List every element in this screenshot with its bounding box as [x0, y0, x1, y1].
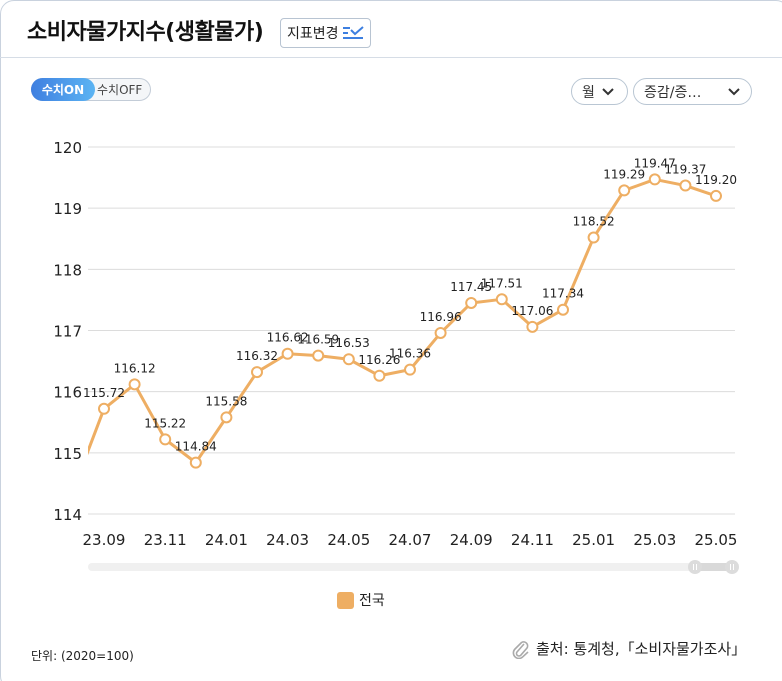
card-header: 소비자물가지수(생활물가) 지표변경: [0, 0, 782, 58]
data-label: 117.34: [542, 287, 584, 301]
chevron-down-icon: [602, 88, 614, 96]
y-tick-label: 120: [53, 139, 82, 157]
y-tick-label: 114: [53, 506, 82, 524]
data-point[interactable]: [342, 353, 355, 366]
data-point[interactable]: [465, 296, 478, 309]
data-point[interactable]: [557, 303, 569, 316]
data-point[interactable]: [648, 173, 661, 186]
data-label: 118.52: [573, 215, 615, 229]
range-slider-track[interactable]: [88, 563, 738, 571]
data-label: 116.32: [236, 349, 278, 363]
y-tick-label: 116: [53, 384, 82, 402]
data-label: 116.26: [358, 353, 400, 367]
data-label: 116.62: [267, 331, 309, 345]
source-note: 출처: 통계청,「소비자물가조사」: [512, 638, 746, 659]
x-tick-label: 24.07: [389, 531, 432, 549]
data-label: 114.84: [175, 440, 217, 454]
x-tick-label: 24.03: [266, 531, 309, 549]
x-tick-label: 23.09: [83, 531, 126, 549]
source-text: 출처: 통계청,「소비자물가조사」: [536, 640, 747, 658]
x-tick-label: 24.09: [450, 531, 493, 549]
data-point[interactable]: [159, 433, 172, 446]
legend-swatch: [337, 591, 354, 609]
data-point[interactable]: [189, 456, 202, 469]
data-point[interactable]: [526, 320, 539, 333]
checklist-icon: [342, 26, 364, 39]
data-label: 116.36: [389, 347, 431, 361]
data-label: 116.59: [297, 333, 339, 347]
data-point[interactable]: [434, 326, 447, 339]
data-label: 119.20: [695, 173, 737, 187]
data-label: 117.51: [481, 276, 523, 290]
range-slider-end-handle[interactable]: [725, 560, 739, 574]
x-tick-label: 25.05: [695, 531, 738, 549]
x-tick-label: 23.11: [144, 531, 187, 549]
legend-label: 전국: [359, 593, 385, 609]
data-point[interactable]: [251, 366, 263, 379]
data-label: 115.22: [144, 416, 186, 430]
data-point[interactable]: [587, 231, 600, 244]
y-tick-label: 117: [53, 323, 82, 341]
series-line: [88, 177, 717, 465]
data-point[interactable]: [128, 378, 141, 391]
unit-note: 단위: (2020=100): [31, 649, 134, 663]
data-label: 117.45: [450, 280, 492, 294]
data-label: 115.58: [205, 394, 247, 408]
data-point[interactable]: [281, 347, 294, 360]
data-label: 119.37: [664, 163, 706, 177]
data-point[interactable]: [404, 363, 416, 376]
x-tick-label: 24.05: [327, 531, 370, 549]
legend-item-national[interactable]: 전국: [337, 590, 385, 610]
data-point[interactable]: [710, 189, 722, 202]
range-slider-selection[interactable]: [695, 563, 733, 571]
data-label: 115.72: [83, 386, 125, 400]
value-off-button[interactable]: 수치OFF: [97, 83, 143, 97]
y-tick-label: 118: [53, 261, 82, 279]
data-point[interactable]: [495, 293, 508, 306]
data-point[interactable]: [618, 184, 631, 197]
y-tick-label: 119: [53, 200, 82, 218]
period-select[interactable]: 월: [571, 78, 628, 105]
change-indicator-label: 지표변경: [287, 26, 339, 42]
range-slider-start-handle[interactable]: [688, 560, 702, 574]
change-indicator-button[interactable]: 지표변경: [280, 18, 371, 48]
change-type-select-value: 증감/증…: [644, 84, 702, 101]
y-tick-label: 115: [53, 445, 82, 463]
x-tick-label: 25.03: [633, 531, 676, 549]
data-label: 119.29: [603, 167, 645, 181]
chevron-down-icon: [728, 88, 740, 96]
data-label: 116.53: [328, 336, 370, 350]
x-tick-label: 25.01: [572, 531, 615, 549]
value-label-toggle[interactable]: 수치ON 수치OFF: [31, 78, 151, 101]
data-label: 116.12: [114, 361, 156, 375]
data-point[interactable]: [220, 411, 233, 424]
data-label: 117.06: [511, 304, 553, 318]
change-type-select[interactable]: 증감/증…: [633, 78, 752, 105]
data-point[interactable]: [312, 349, 325, 362]
data-point[interactable]: [679, 179, 692, 192]
value-on-button[interactable]: 수치ON: [31, 78, 95, 101]
period-select-value: 월: [582, 84, 595, 101]
line-chart: 114 115 116 117 118 119 120 23.09 23.11 24.01 24.0…: [53, 139, 739, 574]
data-point[interactable]: [98, 402, 110, 415]
data-point[interactable]: [373, 369, 386, 382]
page-title: 소비자물가지수(생활물가): [27, 20, 264, 45]
data-label: 116.96: [420, 310, 462, 324]
x-tick-label: 24.11: [511, 531, 554, 549]
x-tick-label: 24.01: [205, 531, 248, 549]
paperclip-icon: [512, 640, 529, 659]
data-label: 119.47: [634, 156, 676, 170]
